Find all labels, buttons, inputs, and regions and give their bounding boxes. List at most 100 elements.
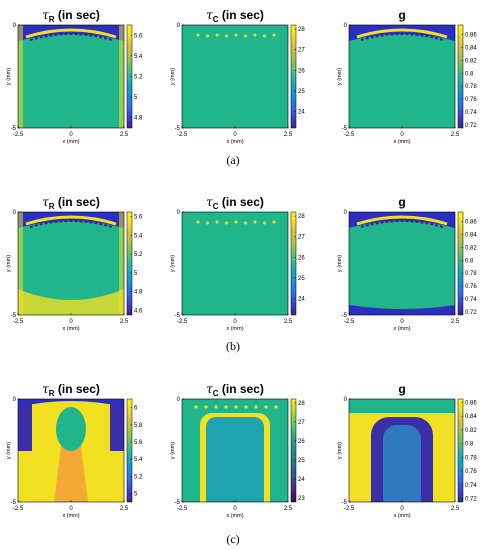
y-tick-label: 0 [344,210,348,216]
colorbar-tick-label: 5.2 [134,75,143,81]
x-tick-label: -2.5 [344,319,355,325]
top-band [349,399,455,413]
colorbar-tick-label: 0.82 [465,428,477,434]
edge-arc-dark [29,33,113,41]
top-dot [225,221,228,225]
heatmap-field [18,25,124,128]
map-title: τR (in sec) [42,8,100,24]
colorbar-tick-label: 5.6 [134,440,143,446]
y-tick-label: -5 [342,126,348,132]
x-tick-label: 2.5 [284,506,293,512]
colorbar-tick-label: 4.6 [134,308,143,314]
colorbar-tick-label: 0.76 [465,469,477,475]
y-tick-label: -5 [342,500,348,506]
y-tick-label: -5 [11,313,17,319]
colorbar-tick-label: 0.72 [465,123,477,129]
colorbar-tick-label: 0.72 [465,310,477,316]
colorbar-tick-label: 0.82 [465,245,477,251]
top-dot [263,34,266,38]
colorbar-tick-label: 28 [298,214,305,220]
colorbar-tick-label: 5.4 [134,54,143,60]
colorbar-tick-label: 6 [134,406,138,412]
colorbar-tick-label: 27 [298,420,305,426]
bottom-band [349,305,455,315]
colorbar-tick-label: 0.78 [465,455,477,461]
x-tick-label: -2.5 [344,506,355,512]
x-axis-label: x (mm) [393,513,410,519]
colorbar-tick-label: 24 [298,297,305,303]
heatmap-a-3: -2.5 0 2.5x (mm)0-5y (mm)0.860.840.820.80.… [337,8,477,145]
top-band [18,25,124,41]
x-tick-label: -2.5 [177,132,188,138]
panel-label-b: (b) [226,339,240,353]
top-dot [206,221,209,225]
top-dot [253,33,257,37]
y-tick-label: 0 [177,210,181,216]
top-band [349,212,455,228]
y-axis-label: y (mm) [337,68,343,85]
y-axis-label: y (mm) [6,442,12,459]
y-tick-label: -5 [11,126,17,132]
x-tick-label: 2.5 [451,319,460,325]
x-tick-label: -2.5 [177,319,188,325]
colorbar-tick-label: 26 [298,255,305,261]
colorbar-tick-label: 0.86 [465,33,477,39]
y-axis-label: y (mm) [6,68,12,85]
top-dot [263,221,266,225]
top-band [18,212,124,228]
left-edge [18,25,23,128]
colorbar-tick-label: 5.4 [134,457,143,463]
x-tick-label: -2.5 [13,506,24,512]
x-tick-label: 2.5 [120,319,129,325]
colorbar-tick-label: 0.86 [465,400,477,406]
y-axis-label: y (mm) [337,442,343,459]
colorbar-tick-label: 5.8 [134,423,143,429]
heatmap-background [349,212,455,315]
x-axis-label: x (mm) [62,139,79,145]
top-band [18,399,124,407]
y-tick-label: -5 [11,500,17,506]
x-axis-label: x (mm) [226,513,243,519]
x-tick-label: 0 [233,132,237,138]
top-dot [244,221,247,225]
x-tick-label: -2.5 [177,506,188,512]
right-lobe [110,399,124,451]
heatmap-background [349,25,455,128]
colorbar [290,211,297,316]
x-tick-label: 0 [400,506,404,512]
x-axis-label: x (mm) [62,326,79,332]
map-title: g [398,195,405,209]
heatmap-b-1: -2.5 0 2.5x (mm)0-5y (mm)5.65.45.254.84.6τ… [6,195,143,332]
top-dot [214,405,218,409]
edge-arc [356,215,448,226]
heatmap-field [182,399,288,502]
right-edge [119,212,124,315]
title-text: (in sec) [219,8,264,22]
right-edge [119,25,124,128]
y-axis-label: y (mm) [170,68,176,85]
x-tick-label: 0 [233,506,237,512]
title-subscript: C [213,202,219,211]
colorbar-tick-label: 0.86 [465,220,477,226]
x-tick-label: 0 [69,506,73,512]
colorbar-tick-label: 27 [298,48,305,54]
colorbar-tick-label: 0.8 [465,442,474,448]
title-symbol: τ [206,382,213,396]
heatmap-field [182,212,288,315]
colorbar-tick-label: 0.74 [465,297,477,303]
y-axis-label: y (mm) [337,255,343,272]
colorbar [290,24,297,129]
top-dot [244,34,247,38]
heatmap-background [182,25,288,128]
edge-arc-dark [360,33,444,41]
heatmap-field [349,212,455,315]
heatmap-background [18,25,124,128]
x-axis-label: x (mm) [62,513,79,519]
title-subscript: C [213,389,219,398]
y-tick-label: 0 [344,397,348,403]
y-tick-label: 0 [177,23,181,29]
stem [54,439,88,502]
x-tick-label: 2.5 [120,506,129,512]
core [56,407,86,451]
